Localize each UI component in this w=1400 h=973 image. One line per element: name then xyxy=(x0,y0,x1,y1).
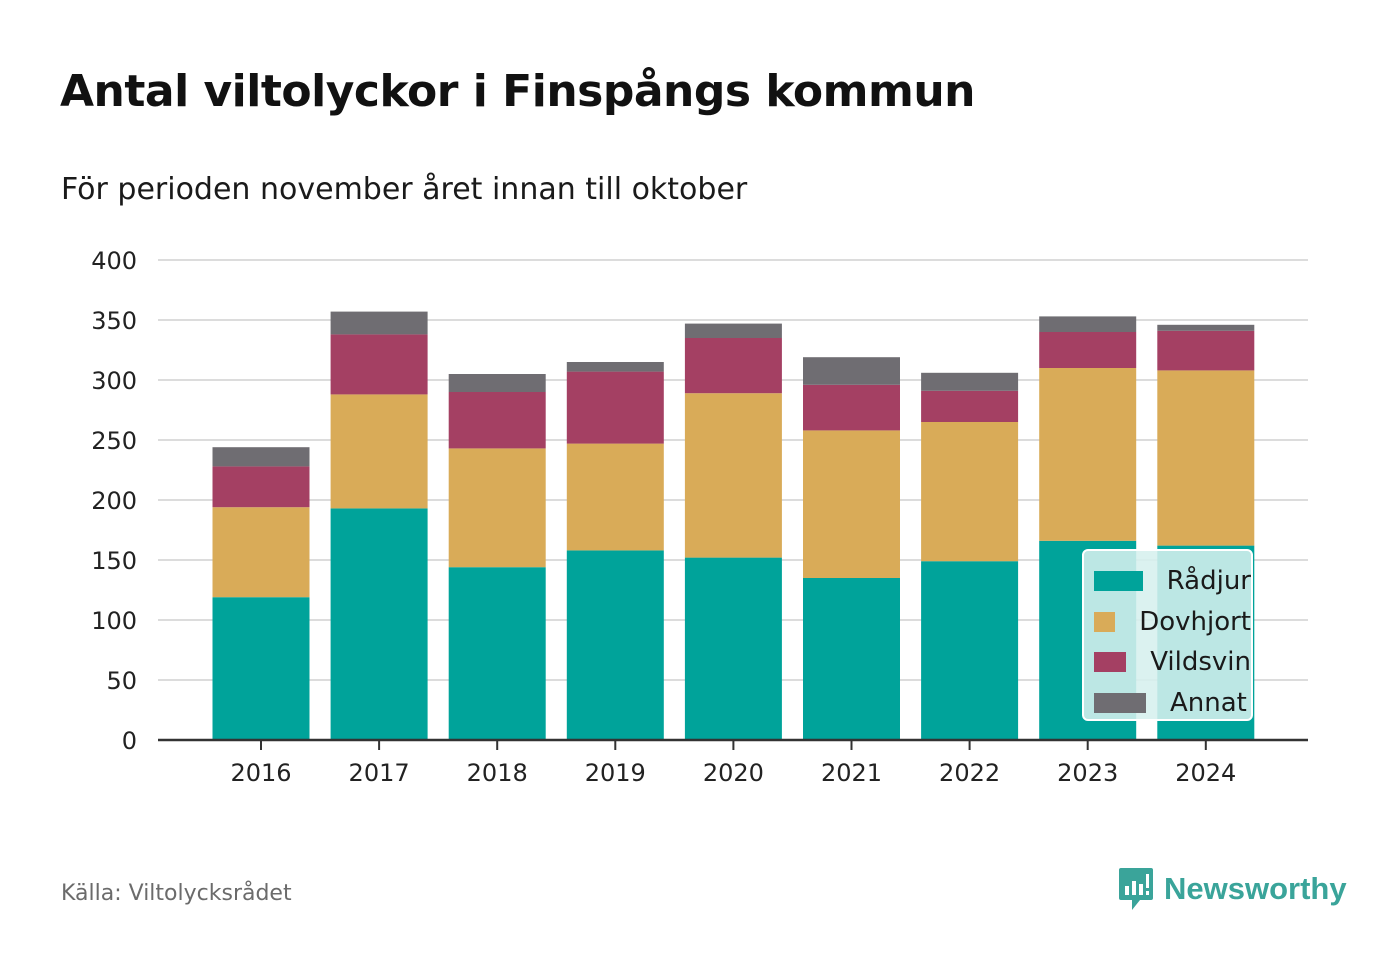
y-tick-label: 250 xyxy=(91,427,137,455)
chart-title: Antal viltolyckor i Finspångs kommun xyxy=(60,66,976,117)
y-tick-label: 100 xyxy=(91,607,137,635)
legend-swatch-vildsvin xyxy=(1094,652,1127,673)
legend-label-annat: Annat xyxy=(1170,687,1247,718)
bar-2017-radjur xyxy=(330,508,428,740)
y-tick-label: 200 xyxy=(91,487,137,515)
bar-2016-dovhjort xyxy=(212,507,310,598)
y-tick-label: 300 xyxy=(91,367,137,395)
legend-swatch-dovhjort xyxy=(1094,611,1116,632)
bar-2018-radjur xyxy=(448,567,546,740)
bar-2018-annat xyxy=(448,374,546,392)
y-tick-label: 150 xyxy=(91,547,137,575)
bar-2022-dovhjort xyxy=(921,422,1019,562)
bar-2021-vildsvin xyxy=(803,384,900,431)
bar-2024-vildsvin xyxy=(1157,330,1255,371)
bar-2019-radjur xyxy=(566,550,664,740)
x-tick-label: 2024 xyxy=(1175,759,1236,787)
legend-swatch-radjur xyxy=(1094,571,1143,592)
bar-2019-dovhjort xyxy=(566,443,664,551)
source-note: Källa: Viltolycksrådet xyxy=(61,881,292,906)
bar-2016-annat xyxy=(212,447,310,467)
bar-2017-dovhjort xyxy=(330,394,428,509)
legend-item-annat: Annat xyxy=(1094,683,1251,724)
legend-item-vildsvin: Vildsvin xyxy=(1094,642,1251,683)
bar-2020-annat xyxy=(684,323,782,338)
brand-logo: Newsworthy xyxy=(1118,866,1347,912)
x-tick-label: 2018 xyxy=(467,759,528,787)
bar-2017-annat xyxy=(330,311,428,335)
bar-2018-dovhjort xyxy=(448,448,546,568)
bar-2023-annat xyxy=(1039,316,1137,332)
bar-2024-annat xyxy=(1157,324,1255,331)
bar-2018-vildsvin xyxy=(448,392,546,449)
legend-swatch-annat xyxy=(1094,692,1146,713)
bar-2021-dovhjort xyxy=(803,430,900,578)
bar-2020-radjur xyxy=(684,557,782,740)
y-tick-label: 350 xyxy=(91,307,137,335)
bar-2019-vildsvin xyxy=(566,371,664,444)
legend-item-radjur: Rådjur xyxy=(1094,561,1251,602)
bar-2024-dovhjort xyxy=(1157,370,1255,546)
x-tick-label: 2023 xyxy=(1057,759,1118,787)
x-tick-label: 2016 xyxy=(230,759,291,787)
chart-legend: Rådjur Dovhjort Vildsvin Annat xyxy=(1082,549,1253,721)
y-tick-label: 0 xyxy=(122,727,137,755)
legend-item-dovhjort: Dovhjort xyxy=(1094,602,1251,643)
legend-label-dovhjort: Dovhjort xyxy=(1139,606,1251,637)
bar-2022-annat xyxy=(921,372,1019,391)
newsworthy-logo-icon xyxy=(1119,868,1153,910)
x-tick-label: 2019 xyxy=(585,759,646,787)
bar-2021-radjur xyxy=(803,578,900,740)
bar-2020-vildsvin xyxy=(684,338,782,394)
chart-subtitle: För perioden november året innan till ok… xyxy=(61,172,748,207)
x-tick-label: 2017 xyxy=(349,759,410,787)
bar-2023-dovhjort xyxy=(1039,368,1137,541)
brand-name: Newsworthy xyxy=(1164,871,1347,906)
bar-2022-vildsvin xyxy=(921,390,1019,422)
bar-2023-vildsvin xyxy=(1039,332,1137,368)
legend-label-vildsvin: Vildsvin xyxy=(1150,647,1251,678)
bar-2020-dovhjort xyxy=(684,393,782,558)
bar-2022-radjur xyxy=(921,561,1019,740)
y-tick-label: 400 xyxy=(91,247,137,275)
bar-2021-annat xyxy=(803,357,900,385)
bar-2016-vildsvin xyxy=(212,466,310,508)
bar-2019-annat xyxy=(566,362,664,372)
y-tick-label: 50 xyxy=(106,667,137,695)
bar-2017-vildsvin xyxy=(330,334,428,395)
legend-label-radjur: Rådjur xyxy=(1166,566,1251,597)
x-tick-label: 2022 xyxy=(939,759,1000,787)
x-tick-label: 2021 xyxy=(821,759,882,787)
bar-2016-radjur xyxy=(212,597,310,740)
x-tick-label: 2020 xyxy=(703,759,764,787)
